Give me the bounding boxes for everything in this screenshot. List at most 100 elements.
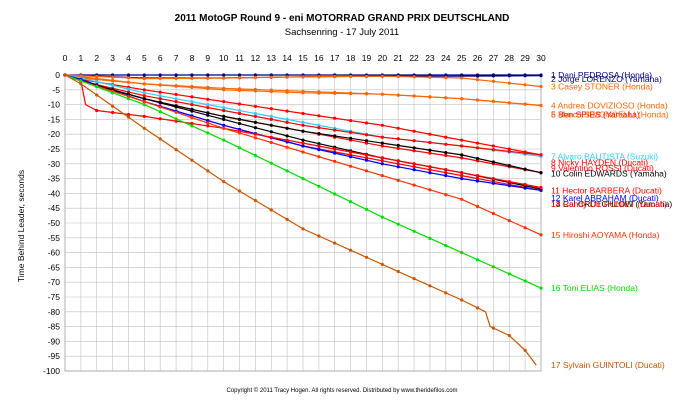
data-point bbox=[396, 137, 400, 141]
data-point bbox=[317, 132, 321, 136]
data-point bbox=[428, 75, 432, 79]
data-point bbox=[206, 131, 210, 135]
data-point bbox=[253, 153, 257, 158]
data-point bbox=[523, 182, 527, 187]
data-point bbox=[507, 184, 511, 188]
x-tick-label: 8 bbox=[190, 53, 195, 63]
y-tick-label: -95 bbox=[48, 351, 61, 361]
series-label: 5 Ben SPIES (Yamaha) bbox=[551, 109, 640, 119]
data-point bbox=[364, 133, 369, 137]
data-point bbox=[269, 73, 273, 77]
data-point bbox=[253, 120, 257, 124]
data-point bbox=[428, 168, 432, 172]
data-point bbox=[539, 233, 543, 237]
data-point bbox=[63, 73, 67, 77]
data-point bbox=[396, 222, 400, 226]
data-point bbox=[539, 74, 543, 78]
y-tick-label: -70 bbox=[48, 277, 61, 287]
data-point bbox=[158, 73, 162, 77]
data-point bbox=[79, 82, 83, 86]
data-point bbox=[333, 192, 337, 196]
data-point bbox=[475, 306, 480, 310]
data-point bbox=[126, 94, 131, 99]
data-point bbox=[206, 73, 210, 77]
data-point bbox=[222, 108, 226, 113]
data-point bbox=[111, 83, 115, 87]
data-point bbox=[237, 108, 242, 113]
data-point bbox=[364, 255, 369, 259]
data-point bbox=[364, 74, 369, 78]
data-point bbox=[491, 211, 495, 216]
x-tick-label: 7 bbox=[174, 53, 179, 63]
data-point bbox=[301, 138, 305, 142]
data-point bbox=[507, 149, 511, 153]
data-point bbox=[237, 189, 242, 193]
x-tick-label: 11 bbox=[235, 53, 244, 63]
data-point bbox=[475, 146, 480, 150]
data-point bbox=[364, 153, 369, 157]
data-point bbox=[396, 159, 400, 163]
data-point bbox=[333, 128, 337, 132]
data-point bbox=[126, 76, 131, 80]
y-tick-label: -15 bbox=[48, 114, 61, 124]
data-point bbox=[428, 132, 432, 136]
data-point bbox=[364, 92, 369, 96]
series-line bbox=[64, 74, 542, 107]
y-tick-label: -55 bbox=[48, 233, 61, 243]
data-point bbox=[380, 92, 384, 96]
data-point bbox=[111, 104, 115, 108]
x-tick-label: 4 bbox=[126, 53, 131, 63]
data-point bbox=[174, 73, 178, 77]
data-point bbox=[523, 83, 527, 87]
x-tick-label: 25 bbox=[457, 53, 467, 63]
data-point bbox=[142, 91, 146, 95]
data-point bbox=[158, 105, 162, 109]
data-point bbox=[126, 112, 131, 117]
data-point bbox=[174, 117, 178, 121]
series-label: 10 Colin EDWARDS (Yamaha) bbox=[551, 169, 667, 179]
data-point bbox=[475, 74, 480, 78]
data-point bbox=[126, 90, 131, 94]
data-point bbox=[523, 186, 527, 190]
data-point bbox=[444, 142, 448, 146]
data-point bbox=[111, 91, 115, 95]
data-point bbox=[364, 158, 369, 162]
data-point bbox=[539, 171, 543, 175]
data-point bbox=[237, 73, 242, 77]
data-point bbox=[460, 251, 464, 255]
data-point bbox=[111, 75, 115, 79]
data-point bbox=[142, 88, 146, 92]
data-point bbox=[428, 95, 432, 99]
data-point bbox=[206, 119, 210, 123]
series-label: 13 Cal CRUTCHLOW (Yamaha) bbox=[551, 199, 672, 209]
x-tick-label: 2 bbox=[94, 53, 99, 63]
series-label: 4 Andrea DOVIZIOSO (Honda) bbox=[551, 100, 668, 110]
data-point bbox=[79, 79, 83, 83]
data-point bbox=[190, 95, 194, 99]
data-point bbox=[206, 97, 210, 101]
data-point bbox=[174, 105, 178, 109]
data-point bbox=[444, 151, 448, 155]
data-point bbox=[222, 86, 226, 90]
data-point bbox=[460, 298, 464, 302]
data-point bbox=[222, 114, 226, 118]
data-point bbox=[507, 81, 511, 85]
data-point bbox=[126, 115, 131, 119]
data-point bbox=[190, 103, 194, 107]
y-tick-label: -50 bbox=[48, 218, 61, 228]
data-point bbox=[174, 119, 178, 123]
data-point bbox=[317, 142, 321, 146]
data-point bbox=[380, 123, 384, 127]
data-point bbox=[174, 84, 178, 88]
data-point bbox=[95, 85, 99, 89]
data-point bbox=[444, 96, 448, 100]
data-point bbox=[285, 75, 289, 79]
data-point bbox=[237, 87, 242, 91]
data-point bbox=[507, 180, 511, 184]
data-point bbox=[460, 156, 464, 160]
series-line bbox=[64, 74, 542, 289]
x-tick-label: 5 bbox=[142, 53, 147, 63]
data-point bbox=[507, 333, 511, 338]
data-point bbox=[491, 265, 495, 269]
